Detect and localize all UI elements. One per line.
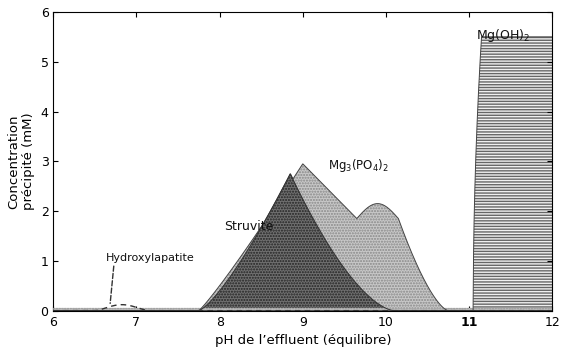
Text: Mg(OH)$_2$: Mg(OH)$_2$ (476, 27, 530, 44)
Text: Hydroxylapatite: Hydroxylapatite (105, 253, 194, 263)
Y-axis label: Concentration
précipité (mM): Concentration précipité (mM) (7, 113, 35, 210)
Text: Mg$_3$(PO$_4$)$_2$: Mg$_3$(PO$_4$)$_2$ (328, 157, 389, 174)
Text: Struvite: Struvite (224, 219, 273, 233)
X-axis label: pH de l’effluent (équilibre): pH de l’effluent (équilibre) (214, 334, 391, 347)
